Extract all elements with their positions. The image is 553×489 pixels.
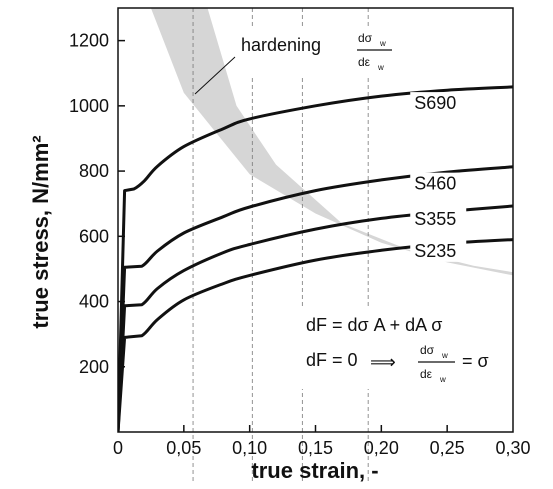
equation-2-left: dF = 0 xyxy=(306,350,358,370)
hardening-leader-line xyxy=(194,56,236,95)
series-label-s690: S690 xyxy=(414,93,456,113)
y-tick-label: 400 xyxy=(79,292,109,312)
hardening-num: dσ xyxy=(358,31,373,45)
implies-arrow: ⟹ xyxy=(370,352,396,372)
equation-bg xyxy=(296,307,510,389)
y-tick-label: 1200 xyxy=(69,31,109,51)
x-tick-label: 0,10 xyxy=(232,438,267,458)
hardening-num-sub: w xyxy=(379,39,386,48)
series-label-bg xyxy=(410,239,467,262)
axes: 200 400 600 800 1000 1200 0 0,05 0,10 0,15 0,20 0,2… xyxy=(69,7,531,458)
equation-2-den-sub: w xyxy=(439,375,446,384)
hardening-annotation: hardening dσ w dε w xyxy=(194,26,422,95)
hardening-band-layer xyxy=(150,8,513,276)
hardening-den-sub: w xyxy=(377,63,384,72)
x-tick-label: 0,25 xyxy=(430,438,465,458)
series-label-bg xyxy=(410,172,467,195)
y-tick-label: 800 xyxy=(79,161,109,181)
y-tick-label: 1000 xyxy=(69,96,109,116)
x-tick-label: 0,20 xyxy=(364,438,399,458)
equation-2-right: = σ xyxy=(462,351,489,371)
series-label-s460: S460 xyxy=(414,174,456,194)
hardening-den: dε xyxy=(358,55,371,69)
x-tick-label: 0 xyxy=(113,438,123,458)
x-tick-label: 0,30 xyxy=(495,438,530,458)
y-tick-label: 200 xyxy=(79,357,109,377)
y-tick-label: 600 xyxy=(79,226,109,246)
hardening-band xyxy=(150,8,513,276)
labels: S690 S460 S355 S235 xyxy=(410,92,467,262)
series-label-bg xyxy=(410,207,467,230)
x-axis-title: true strain, - xyxy=(251,458,378,483)
equation-1: dF = dσ A + dA σ xyxy=(306,315,442,335)
series-label-bg xyxy=(410,92,467,115)
dashed-gridlines xyxy=(192,8,369,482)
series-label-s235: S235 xyxy=(414,241,456,261)
equation-box: dF = dσ A + dA σ dF = 0 ⟹ dσ w dε w = σ xyxy=(296,307,510,389)
y-axis-title: true stress, N/mm² xyxy=(28,135,53,328)
x-tick-label: 0,15 xyxy=(298,438,333,458)
equation-2-den: dε xyxy=(420,367,433,381)
hardening-label-bg xyxy=(232,26,422,76)
equation-2-num-sub: w xyxy=(441,351,448,360)
x-tick-label: 0,05 xyxy=(166,438,201,458)
series-label-s355: S355 xyxy=(414,209,456,229)
equation-2-num: dσ xyxy=(420,343,435,357)
hardening-text: hardening xyxy=(241,35,321,55)
